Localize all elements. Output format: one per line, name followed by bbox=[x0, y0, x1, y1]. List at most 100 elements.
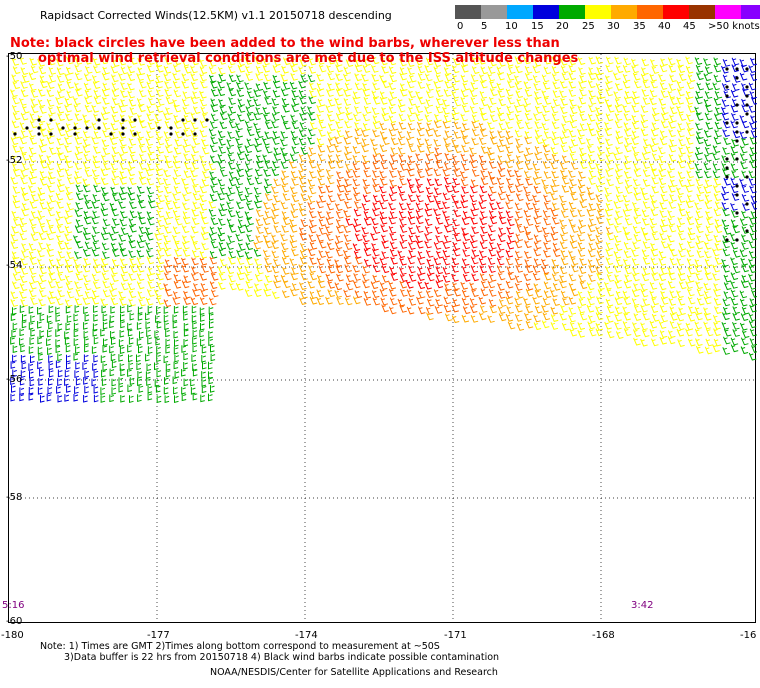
wind-barb bbox=[569, 328, 578, 337]
wind-barb bbox=[111, 249, 120, 257]
wind-barbs bbox=[10, 56, 759, 404]
wind-barb bbox=[417, 73, 426, 81]
wind-barb bbox=[515, 290, 524, 299]
wind-barb bbox=[163, 217, 172, 225]
wind-barb bbox=[705, 210, 713, 219]
wind-barb bbox=[352, 280, 361, 289]
wind-barb bbox=[579, 123, 588, 131]
wind-barb bbox=[146, 105, 155, 114]
wind-barb bbox=[154, 113, 162, 122]
wind-barb bbox=[631, 104, 640, 113]
wind-barb bbox=[163, 169, 171, 178]
wind-barb bbox=[93, 386, 99, 394]
wind-barb bbox=[308, 96, 316, 105]
wind-barb bbox=[308, 160, 317, 169]
wind-barb bbox=[326, 176, 335, 185]
wind-barb bbox=[228, 274, 236, 283]
wind-barb bbox=[479, 107, 487, 115]
wind-barb bbox=[389, 74, 397, 83]
wind-barb bbox=[289, 186, 298, 195]
wind-barb bbox=[640, 114, 649, 122]
wind-barb bbox=[569, 106, 578, 115]
wind-barb bbox=[37, 210, 46, 218]
wind-barb bbox=[200, 283, 209, 291]
wind-barb bbox=[514, 275, 523, 283]
wind-barb bbox=[236, 74, 244, 83]
wind-barb bbox=[264, 145, 273, 154]
wind-barb bbox=[219, 203, 228, 211]
wind-barb bbox=[372, 248, 380, 257]
flag-circle bbox=[745, 67, 749, 71]
wind-barb bbox=[138, 345, 143, 354]
wind-barb bbox=[588, 104, 596, 113]
wind-barb bbox=[291, 89, 299, 98]
wind-barb bbox=[372, 194, 381, 203]
wind-barb bbox=[93, 314, 98, 322]
wind-barb bbox=[543, 217, 551, 226]
wind-barb bbox=[731, 64, 740, 73]
wind-barb bbox=[271, 265, 280, 274]
wind-barb bbox=[352, 178, 361, 187]
wind-barb bbox=[631, 258, 640, 266]
wind-barb bbox=[480, 112, 488, 121]
wind-barb bbox=[506, 169, 515, 178]
flag-circle bbox=[133, 132, 137, 136]
wind-barb bbox=[748, 250, 757, 259]
wind-barb bbox=[623, 170, 632, 179]
wind-barb bbox=[730, 289, 739, 298]
wind-barb bbox=[532, 194, 540, 203]
wind-barb bbox=[434, 306, 443, 314]
wind-barb bbox=[254, 273, 263, 282]
wind-barb bbox=[272, 106, 280, 114]
wind-barb bbox=[586, 282, 595, 291]
wind-barb bbox=[433, 139, 442, 147]
wind-barb bbox=[55, 339, 61, 347]
wind-barb bbox=[163, 234, 171, 243]
wind-barb bbox=[739, 249, 748, 258]
wind-barb bbox=[201, 379, 207, 387]
wind-barb bbox=[290, 130, 299, 139]
wind-barb bbox=[38, 353, 43, 361]
wind-barb bbox=[748, 65, 756, 73]
wind-barb bbox=[39, 266, 47, 275]
wind-barb bbox=[147, 57, 155, 65]
wind-barb bbox=[244, 224, 253, 233]
wind-barb bbox=[579, 200, 587, 209]
wind-barb bbox=[535, 136, 543, 145]
wind-barb bbox=[155, 75, 164, 83]
wind-barb bbox=[579, 193, 587, 202]
wind-barb bbox=[397, 185, 406, 194]
wind-barb bbox=[299, 282, 307, 290]
wind-barb bbox=[533, 248, 541, 257]
wind-barb bbox=[741, 137, 749, 146]
wind-barb bbox=[748, 216, 757, 225]
wind-barb bbox=[309, 241, 318, 250]
wind-barb bbox=[74, 72, 83, 81]
wind-barb bbox=[417, 121, 425, 130]
wind-barb bbox=[82, 114, 90, 123]
wind-barb bbox=[118, 192, 127, 201]
wind-barb bbox=[524, 130, 533, 139]
wind-barb bbox=[200, 80, 208, 89]
flag-circle bbox=[735, 193, 739, 197]
wind-barb bbox=[721, 99, 730, 107]
wind-barb bbox=[344, 200, 352, 209]
wind-barb bbox=[669, 179, 678, 187]
wind-barb bbox=[381, 274, 390, 283]
wind-barb bbox=[300, 146, 309, 155]
wind-barb bbox=[559, 57, 568, 66]
wind-barb bbox=[408, 106, 416, 115]
wind-barb bbox=[650, 128, 659, 137]
wind-barb bbox=[136, 240, 145, 249]
wind-barb bbox=[235, 282, 244, 291]
wind-barb bbox=[605, 298, 614, 307]
wind-barb bbox=[202, 170, 210, 179]
wind-barb bbox=[109, 137, 118, 145]
wind-barb bbox=[478, 56, 486, 65]
wind-barb bbox=[677, 160, 686, 169]
wind-barb bbox=[300, 74, 308, 83]
colorbar-label: 30 bbox=[607, 21, 620, 32]
wind-barb bbox=[118, 57, 127, 66]
wind-barb bbox=[146, 186, 155, 195]
wind-barb bbox=[505, 88, 514, 97]
